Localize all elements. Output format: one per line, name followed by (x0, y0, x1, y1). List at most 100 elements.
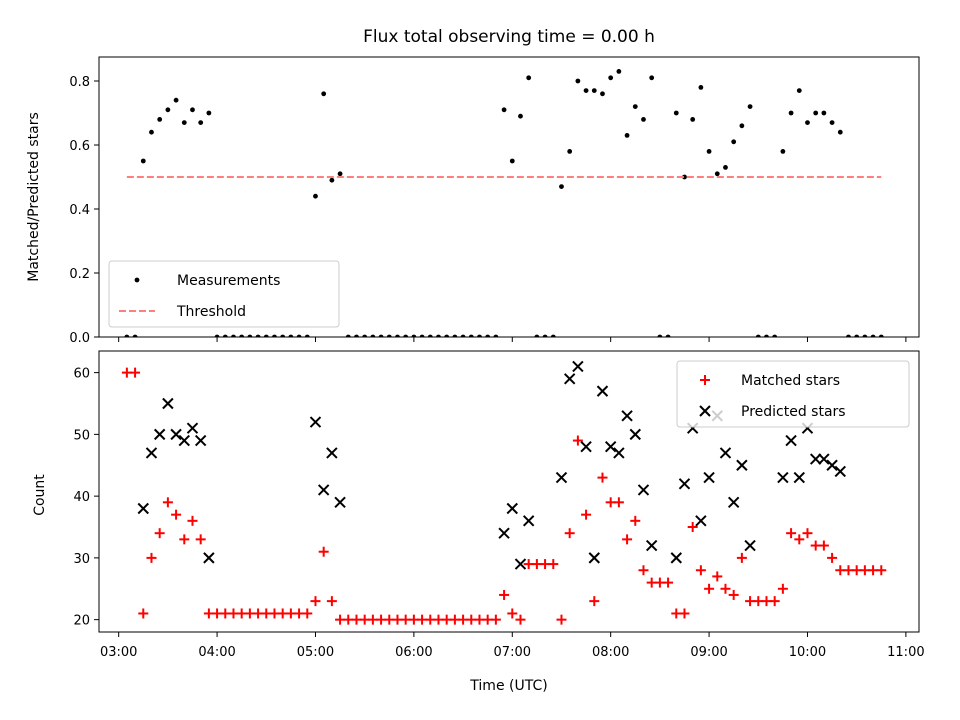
predicted-stars-point (818, 453, 830, 465)
matched-stars-point (679, 608, 690, 619)
measurement-point (206, 110, 212, 116)
measurement-point (263, 334, 269, 337)
matched-stars-point (638, 565, 649, 576)
measurement-point (477, 334, 482, 337)
predicted-stars-point (736, 459, 748, 471)
matched-stars-point (818, 540, 829, 551)
x-tick-label: 10:00 (789, 645, 826, 660)
legend-marker (134, 277, 140, 283)
measurement-point (485, 334, 491, 337)
measurement-point (329, 177, 335, 183)
matched-stars-point (146, 552, 157, 563)
measurement-point (878, 334, 884, 337)
matched-stars-point (130, 367, 141, 378)
measurement-point (460, 334, 466, 337)
predicted-stars-point (153, 428, 166, 441)
legend-marker (699, 405, 711, 417)
predicted-stars-point (203, 552, 215, 564)
measurement-point (526, 75, 532, 81)
measurement-point (304, 334, 310, 337)
predicted-stars-point (785, 434, 797, 447)
top-chart-ylabel: Matched/Predicted stars (26, 112, 42, 282)
matched-stars-point (802, 528, 813, 539)
plot-frame (98, 56, 920, 338)
measurement-point (132, 334, 138, 337)
measurement-point (575, 78, 581, 84)
predicted-stars-point (522, 515, 535, 527)
predicted-stars-point (588, 552, 600, 564)
measurement-point (296, 334, 302, 337)
predicted-stars-point (555, 471, 568, 484)
y-tick-label: 0.0 (69, 331, 90, 346)
matched-stars-point (507, 608, 518, 619)
measurement-point (452, 334, 458, 337)
predicted-stars-point (703, 471, 715, 484)
matched-stars-point (302, 608, 313, 619)
x-tick-label: 04:00 (198, 645, 235, 660)
measurement-point (706, 149, 712, 154)
measurement-point (846, 334, 851, 337)
predicted-stars-point (727, 496, 740, 509)
measurement-point (255, 334, 261, 337)
bottom-plot-area: 20 30 40 50 60 03:00 04:00 05:00 06:00 07:00 08:00… (73, 350, 925, 660)
predicted-stars-point (596, 385, 609, 397)
matched-stars-point (712, 571, 723, 582)
predicted-stars-point (145, 447, 158, 459)
measurement-point (747, 104, 753, 109)
predicted-stars-point (678, 478, 691, 490)
top-plot-area: 0.0 0.2 0.4 0.6 0.8 Measurements Threshold (69, 56, 920, 346)
y-tick-label: 0.8 (69, 75, 90, 90)
predicted-stars-point (498, 527, 510, 539)
measurement-point (395, 334, 400, 337)
measurement-point (518, 113, 523, 119)
measurement-point (288, 334, 294, 337)
x-tick-label: 03:00 (100, 645, 137, 660)
x-tick-label: 11:00 (887, 645, 924, 660)
matched-stars-point (827, 552, 838, 563)
measurement-point (247, 334, 253, 337)
measurement-point (723, 165, 728, 170)
measurement-point (542, 334, 548, 337)
matched-stars-point (622, 534, 633, 545)
measurement-point (559, 184, 564, 190)
measurement-point (591, 88, 597, 93)
x-tick-label: 06:00 (395, 645, 432, 660)
predicted-stars-point (572, 360, 584, 373)
measurement-point (411, 334, 417, 337)
predicted-stars-point (793, 471, 805, 484)
measurement-point (321, 91, 327, 97)
y-tick-label: 30 (73, 552, 90, 567)
predicted-stars-point (309, 416, 322, 428)
x-tick-label: 09:00 (690, 645, 727, 660)
legend-marker (700, 375, 710, 385)
measurement-point (419, 334, 425, 337)
measurement-point (378, 334, 384, 337)
y-tick-label: 20 (73, 614, 90, 629)
matched-stars-point (794, 534, 805, 545)
top-chart-title: Flux total observing time = 0.00 h (363, 27, 655, 47)
measurement-point (583, 88, 589, 93)
measurement-point (534, 334, 540, 337)
legend-label: Measurements (177, 273, 280, 289)
measurement-point (780, 149, 786, 154)
matched-stars-point (695, 565, 706, 576)
x-tick-label: 08:00 (592, 645, 629, 660)
y-tick-label: 40 (73, 490, 90, 505)
matched-stars-point (581, 509, 592, 520)
y-tick-label: 0.6 (69, 139, 90, 154)
matched-stars-point (589, 596, 600, 607)
predicted-stars-point (334, 496, 346, 509)
measurement-point (682, 174, 687, 180)
matched-stars-point (556, 614, 567, 625)
legend-label: Predicted stars (741, 404, 846, 420)
measurement-point (731, 139, 737, 145)
measurement-point (788, 110, 794, 116)
measurement-point (657, 334, 663, 337)
matched-stars-point (548, 559, 559, 570)
measurement-point (149, 129, 154, 135)
measurement-point (641, 117, 646, 122)
measurement-point (427, 334, 433, 337)
matched-stars-point (310, 596, 321, 607)
predicted-stars-point (621, 410, 633, 422)
predicted-stars-point (613, 447, 625, 459)
